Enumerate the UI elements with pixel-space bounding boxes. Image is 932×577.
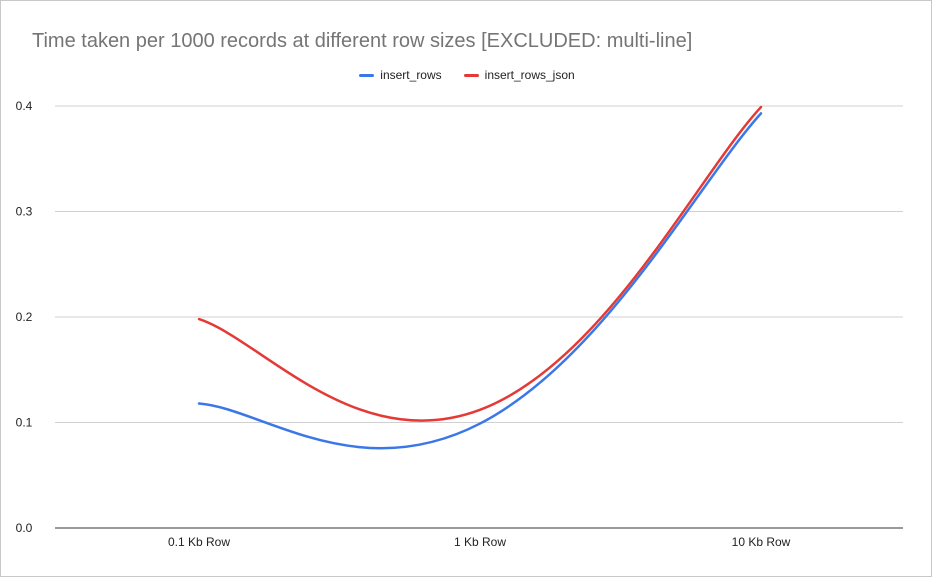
y-tick-label: 0.2: [16, 310, 33, 324]
y-tick-label: 0.1: [16, 416, 33, 430]
legend-swatch-insert-rows: [359, 73, 375, 77]
x-tick-label: 1 Kb Row: [454, 535, 506, 549]
chart-legend: insert_rows insert_rows_json: [1, 68, 932, 82]
y-tick-label: 0.0: [16, 521, 33, 535]
x-tick-label: 10 Kb Row: [732, 535, 791, 549]
chart-title: Time taken per 1000 records at different…: [32, 30, 693, 52]
legend-label-insert-rows: insert_rows: [380, 68, 442, 82]
legend-swatch-insert-rows-json: [463, 73, 479, 77]
series-line-insert-rows: [197, 112, 763, 450]
x-tick-label: 0.1 Kb Row: [168, 535, 230, 549]
legend-item-insert-rows-json[interactable]: insert_rows_json: [463, 68, 575, 82]
y-tick-label: 0.4: [16, 99, 33, 113]
y-tick-label: 0.3: [16, 205, 33, 219]
legend-label-insert-rows-json: insert_rows_json: [484, 68, 575, 82]
legend-item-insert-rows[interactable]: insert_rows: [359, 68, 442, 82]
series-line-insert-rows-json: [197, 105, 763, 422]
